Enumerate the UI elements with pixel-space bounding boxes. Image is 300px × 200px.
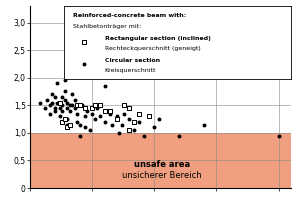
Point	[92, 117, 97, 121]
Point	[60, 104, 65, 107]
Point	[60, 109, 65, 112]
Point	[95, 106, 100, 110]
Point	[47, 112, 52, 115]
Point	[82, 115, 87, 118]
Point	[50, 101, 55, 104]
Point	[102, 109, 107, 112]
Point	[142, 134, 147, 137]
Point	[82, 126, 87, 129]
Point	[110, 123, 114, 126]
Point	[50, 93, 55, 96]
Point	[117, 131, 122, 134]
Point	[38, 101, 42, 104]
Point	[92, 104, 97, 107]
Point	[122, 112, 127, 115]
Point	[97, 115, 102, 118]
Point	[68, 123, 72, 126]
Point	[137, 112, 142, 115]
Point	[55, 82, 60, 85]
Point	[75, 120, 80, 123]
Point	[72, 106, 77, 110]
Point	[60, 95, 65, 99]
Point	[102, 120, 107, 123]
Point	[62, 79, 67, 82]
Point	[202, 123, 206, 126]
Point	[57, 101, 62, 104]
Point	[132, 128, 137, 132]
Point	[157, 117, 162, 121]
Point	[122, 104, 127, 107]
Point	[120, 123, 124, 126]
Point	[65, 126, 70, 129]
Point	[65, 117, 70, 121]
Point	[80, 104, 85, 107]
Point	[85, 109, 90, 112]
Point	[127, 128, 132, 132]
Point	[68, 104, 72, 107]
Point	[43, 106, 47, 110]
Point	[68, 109, 72, 112]
Point	[75, 104, 80, 107]
Text: unsafe area: unsafe area	[134, 160, 190, 169]
Point	[137, 120, 142, 123]
Point	[52, 95, 57, 99]
Point	[65, 106, 70, 110]
Point	[57, 115, 62, 118]
Point	[152, 126, 157, 129]
Point	[82, 106, 87, 110]
Point	[57, 101, 62, 104]
Point	[65, 101, 70, 104]
Point	[75, 112, 80, 115]
Point	[65, 123, 70, 126]
Point	[87, 128, 92, 132]
Point	[132, 120, 137, 123]
Point	[147, 115, 152, 118]
Point	[47, 104, 52, 107]
Point	[177, 134, 182, 137]
Point	[57, 106, 62, 110]
Point	[52, 106, 57, 110]
Point	[62, 98, 67, 101]
Point	[62, 90, 67, 93]
Point	[72, 98, 77, 101]
Point	[90, 112, 94, 115]
Point	[52, 109, 57, 112]
Point	[77, 134, 82, 137]
Point	[45, 98, 50, 101]
Point	[90, 106, 94, 110]
Point	[55, 101, 60, 104]
Point	[97, 104, 102, 107]
Point	[70, 93, 75, 96]
Point	[276, 134, 281, 137]
Point	[115, 115, 119, 118]
Point	[127, 117, 132, 121]
Point	[77, 123, 82, 126]
Text: unsicherer Bereich: unsicherer Bereich	[122, 171, 202, 180]
Point	[60, 120, 65, 123]
Point	[70, 104, 75, 107]
Point	[127, 106, 132, 110]
Point	[102, 84, 107, 88]
Point	[107, 112, 112, 115]
Point	[62, 117, 67, 121]
Point	[77, 104, 82, 107]
Point	[115, 117, 119, 121]
Bar	[30, 133, 291, 188]
Point	[107, 109, 112, 112]
